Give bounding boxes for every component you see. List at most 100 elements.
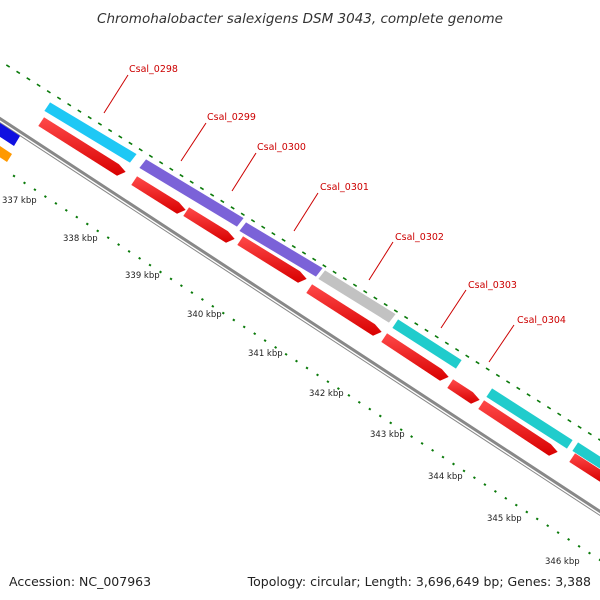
outer-tick-mark xyxy=(220,199,225,204)
gene-labels: Csal_0298 Csal_0299 Csal_0300 Csal_0301 … xyxy=(103,64,566,363)
outer-tick-mark xyxy=(597,438,600,442)
outer-tick-mark xyxy=(46,90,51,94)
kbp-label: 346 kbp xyxy=(545,557,580,567)
outer-tick-mark xyxy=(281,238,286,242)
partial-gene-blue[interactable] xyxy=(0,123,20,146)
genome-summary-text: Topology: circular; Length: 3,696,649 bp… xyxy=(247,574,591,589)
gene-label-csal-0300[interactable]: Csal_0300 xyxy=(257,142,306,153)
kbp-ruler: 337 kbp 338 kbp 339 kbp 340 kbp 341 kbp … xyxy=(2,196,580,567)
kbp-tick-dot xyxy=(546,524,550,528)
outer-tick-mark xyxy=(291,244,296,249)
kbp-tick-dot xyxy=(493,489,497,493)
kbp-tick-dot xyxy=(316,373,319,377)
gene-bar-partial-right[interactable] xyxy=(571,441,600,470)
tick-dot-rows xyxy=(5,64,600,562)
kbp-label: 341 kbp xyxy=(248,349,283,359)
outer-tick-mark xyxy=(485,367,490,371)
kbp-label: 345 kbp xyxy=(487,514,522,524)
outer-tick-mark xyxy=(577,425,582,429)
kbp-label: 342 kbp xyxy=(309,389,344,399)
outer-tick-mark xyxy=(587,431,592,436)
kbp-tick-dot xyxy=(420,441,424,445)
kbp-tick-dot xyxy=(305,366,309,370)
gene-bar-csal-0304[interactable] xyxy=(485,387,574,450)
kbp-tick-dot xyxy=(410,435,414,439)
kbp-tick-dot xyxy=(117,243,121,247)
kbp-tick-dot xyxy=(389,421,393,425)
leader-line xyxy=(180,122,207,162)
kbp-tick-dot xyxy=(336,387,340,391)
outer-tick-mark xyxy=(67,102,72,107)
outer-tick-mark xyxy=(444,341,450,346)
leader-line xyxy=(488,324,515,363)
outer-tick-mark xyxy=(250,219,256,223)
kbp-tick-dot xyxy=(138,256,142,260)
outer-tick-mark xyxy=(87,115,92,120)
kbp-tick-dot xyxy=(284,352,288,356)
kbp-tick-dot xyxy=(368,407,372,411)
kbp-tick-dot xyxy=(347,393,351,397)
gene-label-csal-0299[interactable]: Csal_0299 xyxy=(207,112,256,123)
kbp-tick-dot xyxy=(64,208,68,212)
outer-tick-mark xyxy=(301,251,307,255)
cds-arrow[interactable] xyxy=(477,399,559,457)
outer-tick-mark xyxy=(107,128,113,133)
partial-gene-orange[interactable] xyxy=(0,146,12,162)
accession-text: Accession: NC_007963 xyxy=(9,574,151,589)
gene-bar-csal-0301[interactable] xyxy=(238,221,324,278)
cds-arrow[interactable] xyxy=(130,175,187,215)
outer-tick-mark xyxy=(454,347,460,352)
gene-label-csal-0301[interactable]: Csal_0301 xyxy=(320,182,369,193)
kbp-tick-dot xyxy=(588,551,591,555)
outer-tick-mark xyxy=(434,335,439,339)
kbp-tick-dot xyxy=(577,544,581,548)
cds-arrow[interactable] xyxy=(446,378,481,405)
gene-bar-csal-0303[interactable] xyxy=(391,318,463,370)
kbp-tick-dot xyxy=(357,400,361,404)
outer-tick-mark xyxy=(312,257,317,262)
cds-arrow[interactable] xyxy=(380,332,450,382)
gene-track xyxy=(43,101,600,470)
outer-tick-mark xyxy=(393,309,399,313)
gene-label-csal-0298[interactable]: Csal_0298 xyxy=(129,64,178,75)
outer-tick-mark xyxy=(465,354,470,358)
cds-arrow[interactable] xyxy=(236,235,308,284)
gene-bar-csal-0302[interactable] xyxy=(317,269,397,324)
kbp-tick-dot xyxy=(23,181,26,185)
kbp-tick-dot xyxy=(253,332,257,336)
kbp-tick-dot xyxy=(556,531,560,535)
outer-tick-mark xyxy=(567,418,572,423)
outer-tick-mark xyxy=(189,180,194,184)
kbp-tick-dot xyxy=(399,428,403,432)
outer-tick-mark xyxy=(352,283,358,287)
kbp-tick-dot xyxy=(504,496,508,500)
kbp-label: 340 kbp xyxy=(187,310,222,320)
cds-arrow[interactable] xyxy=(182,206,236,244)
outer-tick-mark xyxy=(322,264,327,268)
kbp-tick-dot xyxy=(200,297,204,301)
partial-gene-left[interactable] xyxy=(0,123,20,162)
gene-bar-csal-0299[interactable] xyxy=(138,158,245,228)
gene-bar-csal-0298[interactable] xyxy=(43,101,138,164)
outer-tick-mark xyxy=(383,302,388,307)
outer-tick-mark xyxy=(56,96,62,100)
outer-tick-mark xyxy=(77,109,82,113)
gene-label-csal-0302[interactable]: Csal_0302 xyxy=(395,232,444,243)
cds-arrow[interactable] xyxy=(568,452,600,483)
outer-tick-mark xyxy=(526,393,531,397)
gene-label-csal-0303[interactable]: Csal_0303 xyxy=(468,280,517,291)
kbp-label: 344 kbp xyxy=(428,472,463,482)
outer-tick-mark xyxy=(424,328,429,333)
outer-tick-mark xyxy=(516,386,521,391)
outer-tick-mark xyxy=(240,212,245,217)
kbp-tick-dot xyxy=(598,558,600,562)
outer-tick-mark xyxy=(414,322,419,326)
kbp-tick-dot xyxy=(535,517,539,521)
cds-arrow[interactable] xyxy=(37,116,127,177)
cds-arrow[interactable] xyxy=(305,283,383,337)
outer-tick-mark xyxy=(36,83,41,88)
kbp-tick-dot xyxy=(295,359,298,363)
gene-label-csal-0304[interactable]: Csal_0304 xyxy=(517,315,566,326)
kbp-tick-dot xyxy=(472,476,476,480)
